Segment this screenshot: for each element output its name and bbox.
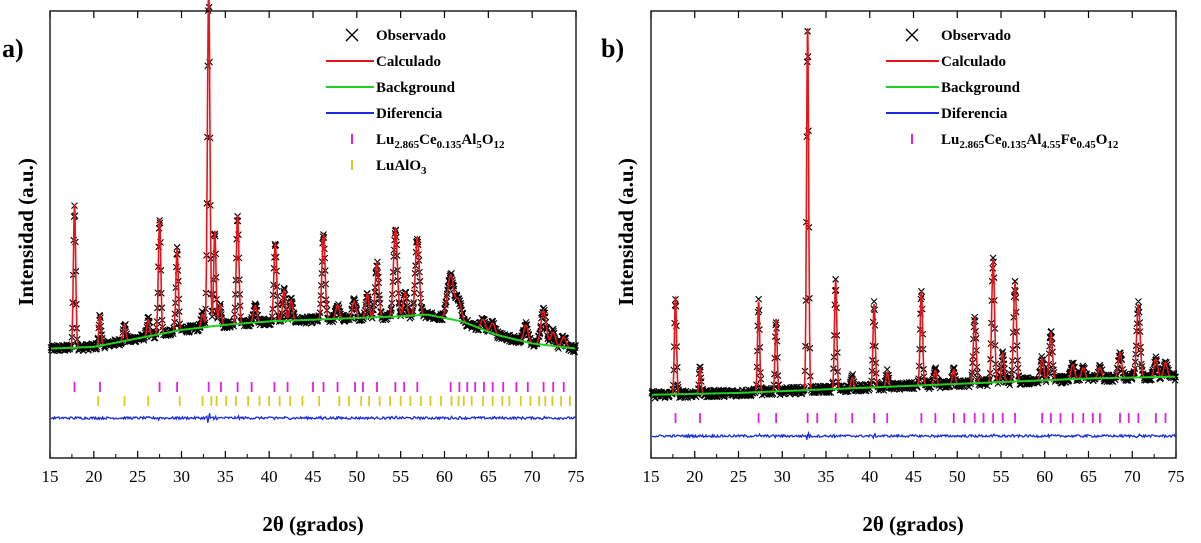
legend-b: Observado Calculado Background Diferencia Lu… — [886, 28, 1119, 151]
observed-series — [47, 3, 579, 356]
observed-series — [648, 27, 1179, 402]
x-tick-label: 65 — [480, 467, 497, 486]
calculated-series — [651, 28, 1176, 396]
x-tick-label: 40 — [861, 467, 878, 486]
x-tick-label: 35 — [217, 467, 234, 486]
y-axis-title-b: Intensidad (a.u.) — [614, 158, 638, 306]
x-tick-label: 65 — [1080, 467, 1097, 486]
x-tick-label: 15 — [643, 467, 660, 486]
x-tick-label: 70 — [1124, 467, 1141, 486]
x-tick-label: 60 — [1036, 467, 1053, 486]
legend-bragg_main-label: Lu2.865Ce0.135Al5O12 — [376, 132, 505, 151]
background-series — [50, 313, 576, 350]
x-tick-label: 30 — [774, 467, 791, 486]
x-tick-label: 60 — [436, 467, 453, 486]
x-axis-b: 15 20 25 30 35 40 45 50 55 60 65 70 75 — [643, 11, 1185, 486]
panel-label-a: a) — [2, 34, 24, 63]
plot-area-a — [47, 0, 579, 423]
x-tick-label: 45 — [905, 467, 922, 486]
bragg-secondary-positions-row — [97, 396, 571, 406]
legend-observed-marker — [905, 28, 919, 42]
y-axis-title-a: Intensidad (a.u.) — [14, 158, 38, 306]
x-tick-label: 30 — [173, 467, 190, 486]
difference-series — [50, 413, 576, 423]
x-tick-label: 55 — [993, 467, 1010, 486]
legend-observed-label: Observado — [376, 28, 446, 44]
x-tick-label: 70 — [524, 467, 541, 486]
legend-difference-label: Diferencia — [376, 106, 443, 122]
difference-series — [651, 430, 1176, 440]
legend-calculated-label: Calculado — [376, 54, 441, 70]
legend-background-label: Background — [941, 80, 1021, 96]
x-axis-title-a: 2θ (grados) — [262, 512, 363, 536]
calculated-series — [50, 0, 576, 350]
x-tick-label: 75 — [1168, 467, 1185, 486]
legend-observed-marker — [345, 28, 359, 42]
x-tick-label: 25 — [129, 467, 146, 486]
x-tick-label: 40 — [261, 467, 278, 486]
chart-panel-b: b) Intensidad (a.u.) 2θ (grados) 15 20 25 3… — [601, 10, 1185, 536]
x-tick-label: 55 — [392, 467, 409, 486]
x-tick-label: 25 — [730, 467, 747, 486]
legend-difference-label: Diferencia — [941, 106, 1008, 122]
plot-area-b — [648, 27, 1179, 440]
legend-background-label: Background — [376, 80, 456, 96]
legend-bragg_secondary-label: LuAlO3 — [376, 158, 427, 177]
bragg-main-positions-row — [674, 413, 1167, 423]
legend-calculated-label: Calculado — [941, 54, 1006, 70]
x-tick-label: 75 — [568, 467, 585, 486]
x-tick-label: 45 — [305, 467, 322, 486]
x-tick-label: 15 — [42, 467, 59, 486]
legend-bragg_main-label: Lu2.865Ce0.135Al4.55Fe0.45O12 — [941, 132, 1119, 151]
legend-a: Observado Calculado Background Diferencia Lu… — [326, 28, 505, 177]
chart-panel-a: a) Intensidad (a.u.) 2θ (grados) 15 20 25 3… — [2, 0, 585, 536]
x-tick-label: 50 — [348, 467, 365, 486]
background-series — [651, 375, 1176, 396]
x-axis-a: 15 20 25 30 35 40 45 50 55 60 65 70 75 — [42, 11, 585, 486]
x-tick-label: 50 — [949, 467, 966, 486]
legend-observed-label: Observado — [941, 28, 1011, 44]
x-tick-label: 20 — [85, 467, 102, 486]
x-tick-label: 20 — [686, 467, 703, 486]
x-tick-label: 35 — [818, 467, 835, 486]
panel-label-b: b) — [601, 34, 624, 63]
x-axis-title-b: 2θ (grados) — [862, 512, 963, 536]
bragg-main-positions-row — [73, 382, 565, 392]
